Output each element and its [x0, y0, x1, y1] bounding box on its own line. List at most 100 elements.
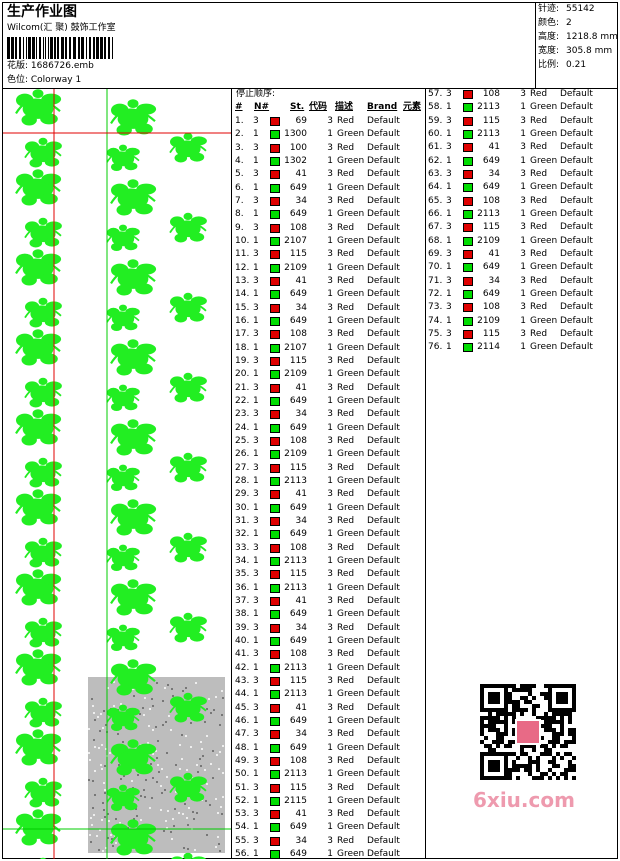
qr-module — [552, 732, 556, 736]
motif-leaf — [40, 833, 58, 845]
motif-stem — [24, 545, 62, 559]
fabric-texture — [92, 705, 94, 707]
bar — [32, 37, 35, 59]
qr-module — [560, 716, 564, 720]
row-number: 59. — [428, 115, 443, 126]
qr-module — [512, 712, 516, 716]
color-swatch — [270, 210, 280, 220]
qr-module — [500, 720, 504, 724]
color-swatch — [463, 249, 473, 259]
stitches: 2113 — [477, 102, 500, 113]
stitches: 41 — [295, 169, 307, 180]
brand: Default — [367, 249, 400, 260]
qr-module — [540, 736, 544, 740]
fabric-texture — [166, 776, 168, 778]
color-swatch — [270, 690, 280, 700]
row-number: 24. — [235, 422, 250, 433]
needle: 3 — [253, 409, 259, 420]
needle: 3 — [253, 489, 259, 500]
qr-module — [556, 732, 560, 736]
color-swatch — [463, 276, 473, 286]
fabric-texture — [166, 752, 168, 754]
color-swatch — [463, 156, 473, 166]
motif-stem — [169, 380, 207, 394]
qr-module — [508, 684, 512, 688]
fabric-texture — [147, 742, 149, 744]
stitches: 2109 — [477, 315, 500, 326]
motif-leaf — [44, 237, 60, 247]
color-swatch — [463, 169, 473, 179]
fabric-texture — [167, 810, 169, 812]
brand: Default — [367, 755, 400, 766]
row-number: 27. — [235, 462, 250, 473]
motif-leaf — [41, 573, 62, 585]
row-number: 55. — [235, 835, 250, 846]
design-preview — [3, 89, 231, 859]
description: Green — [337, 235, 365, 246]
motif-leaf — [21, 194, 37, 206]
motif-leaf — [25, 541, 40, 553]
stitches: 1302 — [284, 155, 307, 166]
needle: 3 — [446, 89, 452, 99]
motif-leaf — [174, 313, 188, 323]
qr-module — [488, 712, 492, 716]
needle: 1 — [446, 315, 452, 326]
motif-leaf — [44, 317, 60, 327]
description: Red — [337, 382, 355, 393]
motif — [106, 304, 140, 331]
stitches: 649 — [289, 289, 307, 300]
qr-module — [496, 728, 500, 732]
qr-module — [528, 756, 532, 760]
brand: Default — [367, 809, 400, 820]
qr-module — [488, 716, 492, 720]
motif-stem — [110, 108, 156, 125]
code: 3 — [327, 515, 333, 526]
qr-module — [552, 744, 556, 748]
motif-stem — [106, 471, 140, 483]
qr-module — [512, 732, 516, 736]
description: Red — [337, 489, 355, 500]
color-swatch — [463, 116, 473, 126]
brand: Default — [367, 675, 400, 686]
code: 1 — [327, 609, 333, 620]
motif-leaf — [119, 464, 127, 471]
fabric-texture — [136, 815, 138, 817]
color-swatch — [270, 223, 280, 233]
motif-leaf — [136, 583, 157, 595]
motif-leaf — [111, 723, 123, 731]
motif-leaf — [189, 472, 205, 482]
needle: 1 — [253, 849, 259, 860]
motif-leaf — [174, 793, 188, 803]
info-value: 55142 — [566, 4, 595, 14]
stitches: 2115 — [284, 795, 307, 806]
fabric-texture — [192, 811, 194, 813]
code: 3 — [327, 489, 333, 500]
qr-module — [492, 720, 496, 724]
motif — [169, 132, 207, 163]
qr-module — [536, 760, 540, 764]
motif-leaf — [111, 103, 129, 117]
motif-leaf — [125, 307, 140, 316]
qr-module — [548, 740, 552, 744]
code: 3 — [520, 195, 526, 206]
needle: 3 — [253, 755, 259, 766]
color-swatch — [463, 103, 473, 113]
description: Red — [530, 328, 548, 339]
fabric-texture — [135, 808, 137, 810]
code: 1 — [520, 182, 526, 193]
qr-module — [480, 728, 484, 732]
description: Green — [337, 342, 365, 353]
qr-module — [528, 688, 532, 692]
qr-module — [508, 696, 512, 700]
qr-module — [568, 728, 572, 732]
qr-module — [524, 688, 528, 692]
stitches: 41 — [295, 489, 307, 500]
motif-leaf — [119, 224, 127, 231]
description: Green — [530, 128, 558, 139]
motif — [106, 544, 140, 571]
needle: 3 — [446, 142, 452, 153]
brand: Default — [367, 182, 400, 193]
fabric-texture — [108, 820, 110, 822]
qr-module — [552, 736, 556, 740]
fabric-texture — [179, 744, 181, 746]
